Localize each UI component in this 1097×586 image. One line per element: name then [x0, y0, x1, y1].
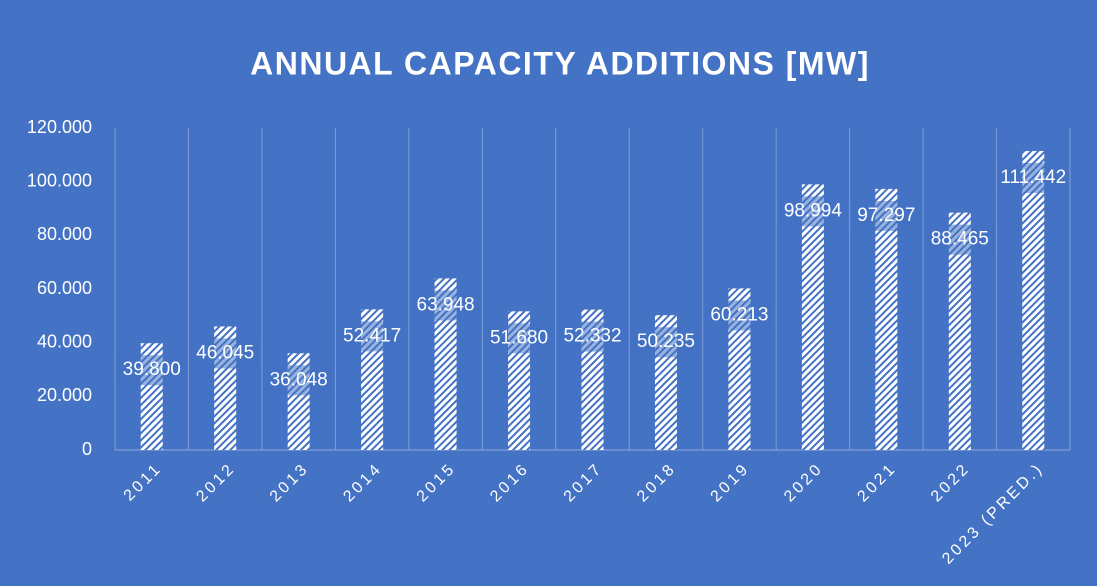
- value-label-bg: [631, 327, 700, 358]
- value-label: 97.297: [857, 205, 915, 226]
- value-label: 60.213: [710, 304, 768, 325]
- value-label: 51.680: [490, 327, 548, 348]
- y-tick-label: 40.000: [37, 331, 92, 351]
- value-label: 46.045: [196, 342, 254, 363]
- bar: [948, 212, 971, 450]
- y-tick-label: 120.000: [27, 117, 92, 137]
- value-label: 36.048: [270, 369, 328, 390]
- y-tick-label: 100.000: [27, 170, 92, 190]
- value-label: 88.465: [931, 229, 989, 250]
- value-label-bg: [705, 300, 774, 331]
- value-label-bg: [191, 338, 260, 369]
- value-label: 52.417: [343, 325, 401, 346]
- y-tick-label: 80.000: [37, 224, 92, 244]
- value-label-bg: [852, 200, 921, 231]
- value-label-bg: [264, 365, 333, 396]
- bar: [434, 278, 457, 450]
- chart-title: ANNUAL CAPACITY ADDITIONS [MW]: [250, 45, 870, 81]
- bar: [875, 188, 898, 450]
- value-label-bg: [778, 196, 847, 227]
- y-tick-label: 0: [82, 439, 92, 459]
- value-label-bg: [558, 321, 627, 352]
- value-label-bg: [925, 224, 994, 255]
- value-label: 98.994: [784, 200, 843, 221]
- value-label-bg: [411, 290, 480, 321]
- value-label-bg: [999, 162, 1068, 193]
- y-tick-label: 20.000: [37, 385, 92, 405]
- value-label: 39.800: [123, 359, 181, 380]
- value-label-bg: [485, 323, 554, 354]
- y-tick-label: 60.000: [37, 278, 92, 298]
- bar: [801, 184, 824, 451]
- bar: [1022, 150, 1045, 450]
- value-label: 111.442: [1000, 167, 1066, 188]
- value-label-bg: [338, 321, 407, 352]
- value-label-bg: [117, 355, 186, 386]
- value-label: 52.332: [563, 326, 621, 347]
- value-label: 63.948: [417, 294, 475, 315]
- value-label: 50.235: [637, 331, 695, 352]
